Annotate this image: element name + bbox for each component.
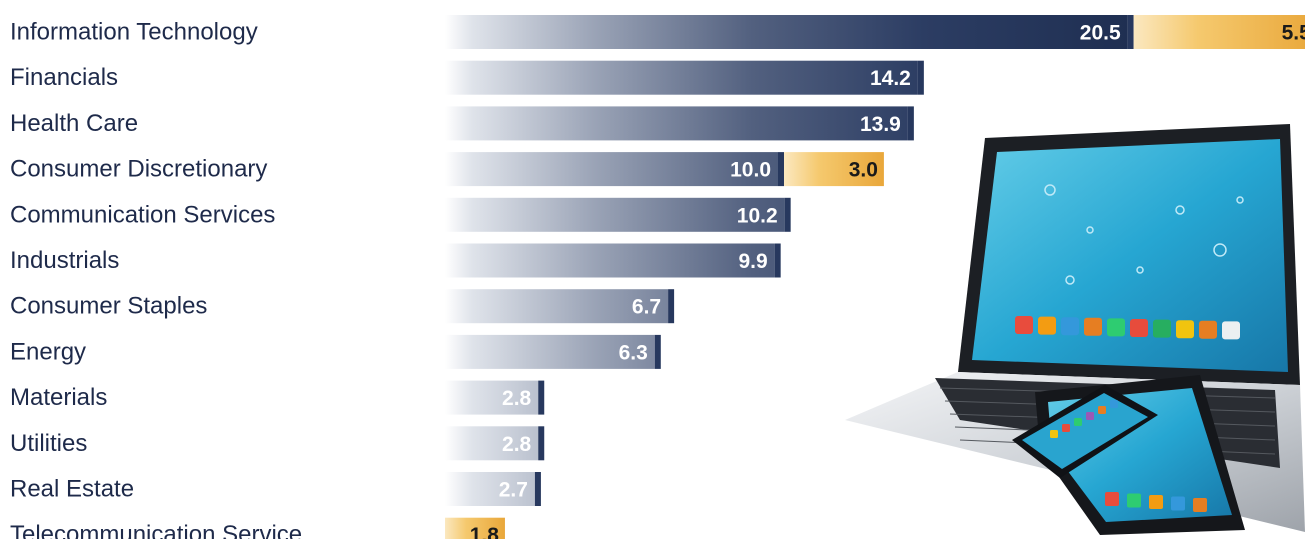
app-icon <box>1084 317 1102 336</box>
bar-series-2 <box>1133 15 1305 49</box>
app-icon <box>1149 495 1163 509</box>
category-label: Information Technology <box>10 19 258 46</box>
bar-series-1 <box>445 426 539 461</box>
bar-series-1 <box>445 380 539 415</box>
bar-series-2 <box>445 517 505 539</box>
bar-value-label: 10.0 <box>730 159 771 182</box>
bar-edge <box>1127 15 1134 49</box>
app-icon <box>1171 496 1185 511</box>
bar-series-1 <box>445 60 918 95</box>
bubble-icon <box>1213 243 1227 257</box>
bar-edge <box>784 197 791 232</box>
bar-series-1 <box>445 472 535 506</box>
category-label: Industrials <box>10 247 119 274</box>
app-icon <box>1222 321 1240 340</box>
app-icon <box>1110 400 1118 408</box>
category-label: Real Estate <box>10 476 134 503</box>
bar-value-label: 9.9 <box>738 250 767 273</box>
bar-series-1 <box>445 197 785 232</box>
bar-series-2 <box>784 152 884 187</box>
bar-edge <box>668 289 675 324</box>
laptop-screen <box>972 139 1288 372</box>
bar-value-label: 5.5 <box>1282 22 1305 45</box>
app-icon <box>1015 316 1033 334</box>
category-label: Consumer Staples <box>10 293 207 320</box>
bar-value-label: 6.3 <box>619 341 648 364</box>
app-icon <box>1127 493 1141 508</box>
bubble-icon <box>1236 196 1244 204</box>
bar-value-label: 6.7 <box>632 296 661 319</box>
category-label: Consumer Discretionary <box>10 156 267 183</box>
bar-value-label: 2.7 <box>499 479 528 502</box>
category-label: Health Care <box>10 110 138 137</box>
bar-series-1 <box>445 15 1128 49</box>
category-label: Utilities <box>10 430 87 457</box>
smartphone-screen <box>1022 393 1148 469</box>
laptop-tablet-smartphone-icon <box>845 124 1305 535</box>
bubble-icon <box>1065 275 1075 285</box>
bubble-icon <box>1136 266 1144 274</box>
category-label: Materials <box>10 384 107 411</box>
app-icon <box>1105 492 1119 506</box>
category-label: Energy <box>10 338 86 365</box>
app-icon <box>1153 319 1171 338</box>
bar-edge <box>917 60 924 95</box>
app-icon <box>1193 498 1207 512</box>
bar-series-1 <box>445 243 775 278</box>
bar-edge <box>534 472 541 506</box>
category-label: Communication Services <box>10 201 275 228</box>
bubble-icon <box>1086 226 1094 234</box>
app-icon <box>1199 320 1217 339</box>
bubble-icon <box>1044 184 1056 196</box>
bar-series-1 <box>445 106 908 141</box>
bar-value-label: 13.9 <box>860 113 901 136</box>
bar-edge <box>774 243 781 278</box>
bar-edge <box>538 380 545 415</box>
app-icon <box>1107 318 1125 337</box>
bar-series-1 <box>445 334 655 369</box>
app-icon <box>1098 406 1106 414</box>
bar-value-label: 14.2 <box>870 67 911 90</box>
app-icon <box>1130 319 1148 337</box>
app-icon <box>1038 316 1056 335</box>
bar-series-1 <box>445 152 778 187</box>
bar-value-label: 2.8 <box>502 433 532 456</box>
bar-edge <box>778 152 784 187</box>
app-icon <box>1061 317 1079 336</box>
app-icon <box>1176 320 1194 339</box>
app-icon <box>1074 418 1082 426</box>
bar-value-label: 10.2 <box>737 204 778 227</box>
app-icon <box>1086 412 1094 420</box>
category-label: Financials <box>10 64 118 91</box>
bar-edge <box>654 334 661 369</box>
bar-value-label: 1.8 <box>470 524 500 539</box>
bar-edge <box>907 106 914 141</box>
bar-value-label: 3.0 <box>849 159 878 182</box>
bar-value-label: 20.5 <box>1080 22 1121 45</box>
bar-value-label: 2.8 <box>502 387 532 410</box>
bar-edge <box>538 426 545 461</box>
app-icon <box>1062 424 1070 432</box>
bar-series-1 <box>445 289 669 324</box>
bubble-icon <box>1175 205 1185 215</box>
app-icon <box>1050 430 1058 438</box>
category-label: Telecommunication Service <box>10 521 302 539</box>
